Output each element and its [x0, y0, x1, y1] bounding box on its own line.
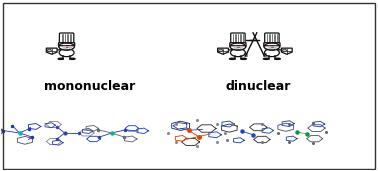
Ellipse shape: [229, 46, 246, 49]
Ellipse shape: [59, 49, 74, 57]
Ellipse shape: [263, 58, 269, 60]
FancyBboxPatch shape: [265, 33, 279, 45]
FancyBboxPatch shape: [59, 43, 75, 46]
Ellipse shape: [229, 58, 235, 60]
Text: mononuclear: mononuclear: [43, 80, 135, 93]
Ellipse shape: [275, 58, 280, 60]
Polygon shape: [46, 48, 57, 54]
Ellipse shape: [231, 49, 245, 57]
FancyBboxPatch shape: [264, 43, 280, 46]
Circle shape: [264, 43, 280, 50]
Ellipse shape: [265, 49, 279, 57]
Circle shape: [218, 49, 223, 51]
Circle shape: [47, 49, 51, 51]
Polygon shape: [281, 48, 292, 54]
Ellipse shape: [241, 58, 246, 60]
FancyBboxPatch shape: [230, 43, 246, 46]
Ellipse shape: [70, 58, 75, 60]
Ellipse shape: [58, 46, 75, 49]
Polygon shape: [218, 48, 228, 54]
Ellipse shape: [58, 58, 64, 60]
FancyBboxPatch shape: [59, 33, 74, 45]
Ellipse shape: [263, 46, 280, 49]
Circle shape: [230, 43, 246, 50]
FancyBboxPatch shape: [231, 33, 245, 45]
Text: dinuclear: dinuclear: [226, 80, 291, 93]
Circle shape: [282, 49, 287, 51]
Circle shape: [59, 43, 74, 50]
